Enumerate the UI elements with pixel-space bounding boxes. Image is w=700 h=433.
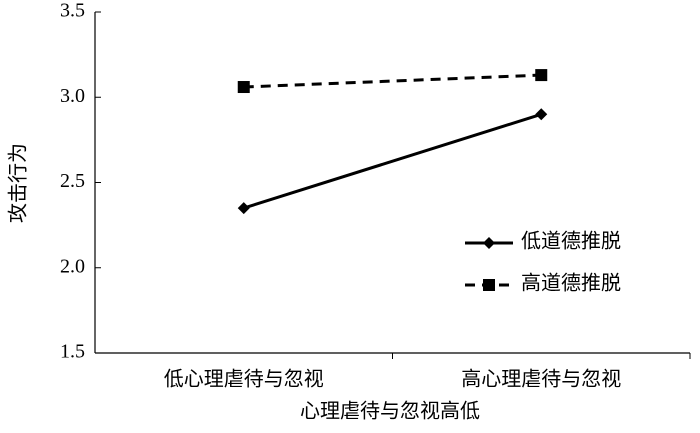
y-tick-label: 2.5: [60, 170, 85, 192]
x-tick-label: 高心理虐待与忽视: [461, 368, 621, 391]
y-tick-label: 3.0: [60, 85, 85, 107]
y-tick-label: 2.0: [60, 255, 85, 277]
legend-label: 低道德推脱: [521, 230, 621, 253]
x-tick-label: 低心理虐待与忽视: [164, 368, 324, 391]
data-point: [535, 69, 548, 82]
x-axis-title: 心理虐待与忽视高低: [300, 400, 480, 423]
series-line: [243, 112, 542, 210]
y-axis-title: 攻击行为: [7, 143, 30, 223]
data-point: [237, 202, 250, 215]
series-line: [243, 73, 542, 89]
legend-label: 高道德推脱: [521, 272, 621, 295]
y-tick-label: 1.5: [60, 341, 85, 363]
legend-marker: [483, 237, 495, 249]
data-point: [237, 81, 250, 94]
y-tick-label: 3.5: [60, 0, 85, 22]
data-point: [535, 108, 548, 121]
legend-marker: [483, 279, 495, 291]
